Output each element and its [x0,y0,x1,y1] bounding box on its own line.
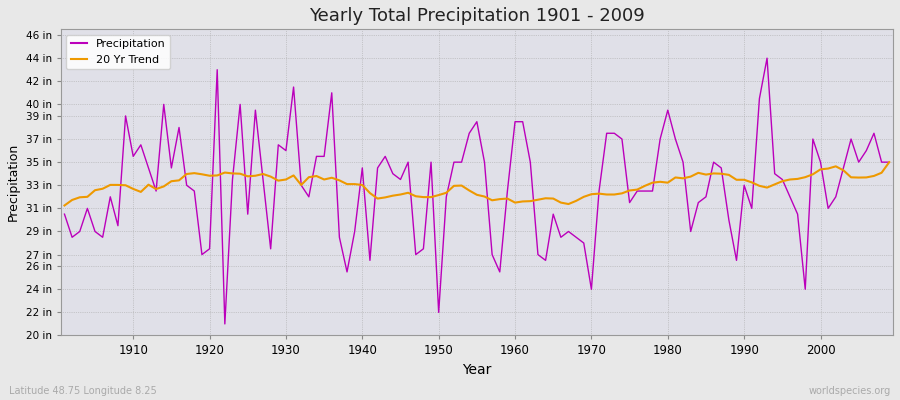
Text: Latitude 48.75 Longitude 8.25: Latitude 48.75 Longitude 8.25 [9,386,157,396]
Y-axis label: Precipitation: Precipitation [7,143,20,222]
X-axis label: Year: Year [463,363,491,377]
Title: Yearly Total Precipitation 1901 - 2009: Yearly Total Precipitation 1901 - 2009 [309,7,644,25]
Legend: Precipitation, 20 Yr Trend: Precipitation, 20 Yr Trend [67,35,170,69]
Text: worldspecies.org: worldspecies.org [809,386,891,396]
